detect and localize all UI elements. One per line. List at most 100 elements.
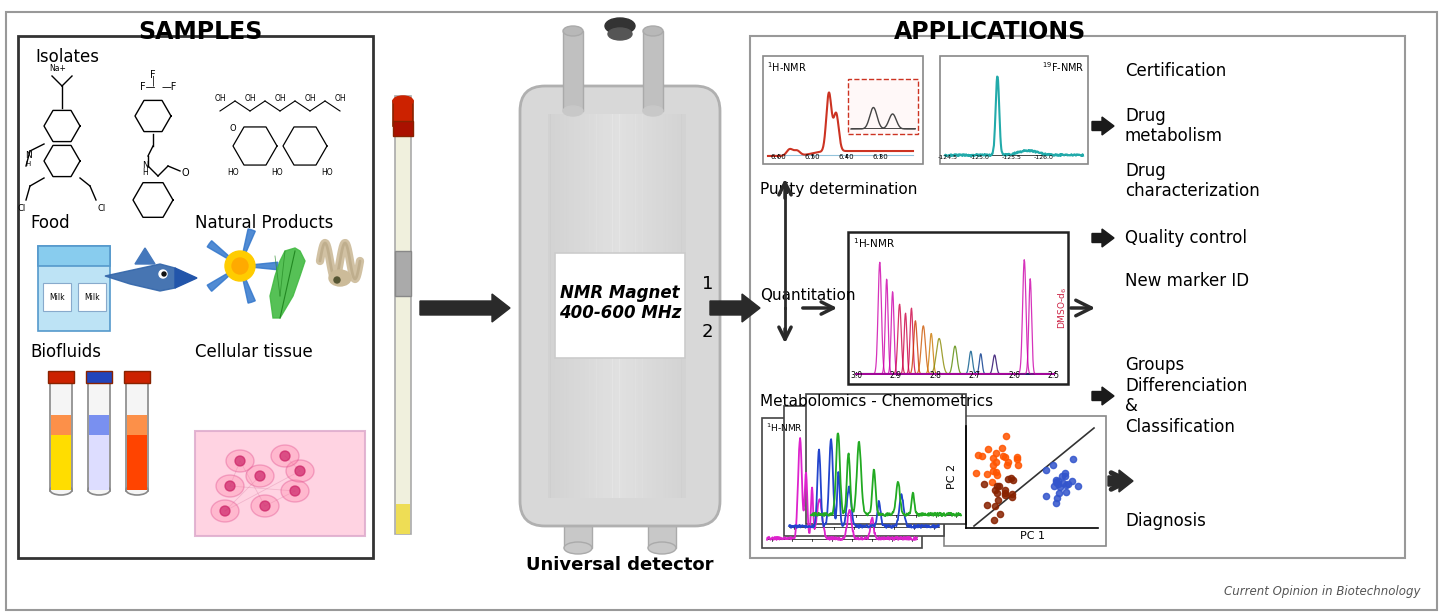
- Text: OH: OH: [214, 94, 225, 103]
- Bar: [641, 114, 642, 498]
- Text: NMR Magnet
400-600 MHz: NMR Magnet 400-600 MHz: [558, 283, 681, 322]
- Bar: [38, 246, 110, 331]
- Ellipse shape: [281, 480, 309, 502]
- Point: [986, 470, 1009, 480]
- Bar: [684, 114, 687, 498]
- Bar: [88, 376, 110, 491]
- Point: [984, 467, 1007, 477]
- Bar: [623, 114, 626, 498]
- Point: [1051, 471, 1074, 481]
- Bar: [576, 114, 579, 498]
- Bar: [51, 435, 71, 490]
- Bar: [651, 114, 654, 498]
- Bar: [89, 435, 110, 490]
- Bar: [395, 504, 410, 534]
- Text: Quality control: Quality control: [1126, 229, 1247, 247]
- Point: [1045, 475, 1068, 485]
- Bar: [580, 114, 583, 498]
- Circle shape: [255, 471, 266, 481]
- Bar: [662, 114, 665, 498]
- Text: Cl: Cl: [17, 204, 26, 213]
- Bar: [548, 114, 550, 498]
- Point: [981, 466, 1004, 476]
- Bar: [563, 31, 583, 111]
- Ellipse shape: [644, 26, 662, 36]
- Point: [967, 450, 990, 460]
- Circle shape: [232, 258, 248, 274]
- Ellipse shape: [251, 495, 278, 517]
- Circle shape: [290, 486, 300, 496]
- Point: [1053, 472, 1076, 482]
- Point: [983, 501, 1006, 511]
- Point: [981, 453, 1004, 463]
- Circle shape: [280, 451, 290, 461]
- Text: OH: OH: [274, 94, 286, 103]
- FancyArrow shape: [1092, 117, 1114, 135]
- Bar: [674, 114, 677, 498]
- Bar: [629, 114, 631, 498]
- Ellipse shape: [286, 460, 315, 482]
- Polygon shape: [208, 241, 240, 266]
- Bar: [392, 101, 413, 126]
- Polygon shape: [175, 268, 198, 288]
- Text: F: F: [150, 70, 156, 80]
- Text: 6.60: 6.60: [771, 154, 786, 160]
- Text: $^1$H-NMR: $^1$H-NMR: [768, 60, 807, 74]
- Point: [1001, 490, 1025, 500]
- Point: [1052, 479, 1075, 488]
- Ellipse shape: [392, 96, 413, 106]
- Text: PC 2: PC 2: [947, 463, 957, 488]
- Bar: [665, 114, 668, 498]
- Bar: [608, 114, 610, 498]
- Bar: [78, 283, 105, 311]
- Bar: [610, 114, 613, 498]
- Bar: [635, 114, 638, 498]
- Bar: [645, 114, 646, 498]
- Text: -124.5: -124.5: [938, 155, 958, 160]
- FancyArrow shape: [710, 294, 760, 322]
- Ellipse shape: [564, 542, 592, 554]
- Bar: [615, 114, 618, 498]
- Point: [994, 485, 1017, 495]
- Text: HO: HO: [271, 168, 283, 177]
- Point: [994, 488, 1017, 498]
- Ellipse shape: [126, 485, 149, 495]
- Point: [1035, 491, 1058, 501]
- Bar: [567, 114, 569, 498]
- Bar: [599, 114, 602, 498]
- Bar: [195, 431, 365, 536]
- Text: Purity determination: Purity determination: [760, 182, 918, 197]
- Text: F—: F—: [140, 82, 156, 92]
- Point: [991, 451, 1014, 461]
- Polygon shape: [270, 248, 304, 318]
- Point: [994, 431, 1017, 440]
- Point: [1042, 460, 1065, 470]
- Point: [996, 460, 1019, 469]
- Bar: [51, 415, 71, 435]
- Point: [1053, 480, 1076, 490]
- Bar: [657, 114, 658, 498]
- Text: 6.50: 6.50: [804, 154, 820, 160]
- Point: [990, 443, 1013, 453]
- Bar: [596, 114, 599, 498]
- Bar: [560, 114, 561, 498]
- Text: HO: HO: [322, 168, 333, 177]
- Bar: [680, 114, 681, 498]
- Point: [1053, 468, 1076, 477]
- Bar: [606, 114, 608, 498]
- Text: H: H: [141, 168, 147, 177]
- Text: H: H: [26, 161, 30, 167]
- Text: SAMPLES: SAMPLES: [139, 20, 263, 44]
- Bar: [17, 36, 372, 558]
- Text: 3.0: 3.0: [850, 371, 861, 380]
- Ellipse shape: [644, 106, 662, 116]
- Point: [984, 456, 1007, 466]
- Text: 2.5: 2.5: [1048, 371, 1061, 380]
- Ellipse shape: [245, 465, 274, 487]
- Ellipse shape: [88, 485, 110, 495]
- Text: Metabolomics - Chemometrics: Metabolomics - Chemometrics: [760, 394, 993, 409]
- Bar: [658, 114, 661, 498]
- Point: [1061, 455, 1084, 464]
- Point: [1045, 477, 1068, 487]
- Ellipse shape: [51, 485, 72, 495]
